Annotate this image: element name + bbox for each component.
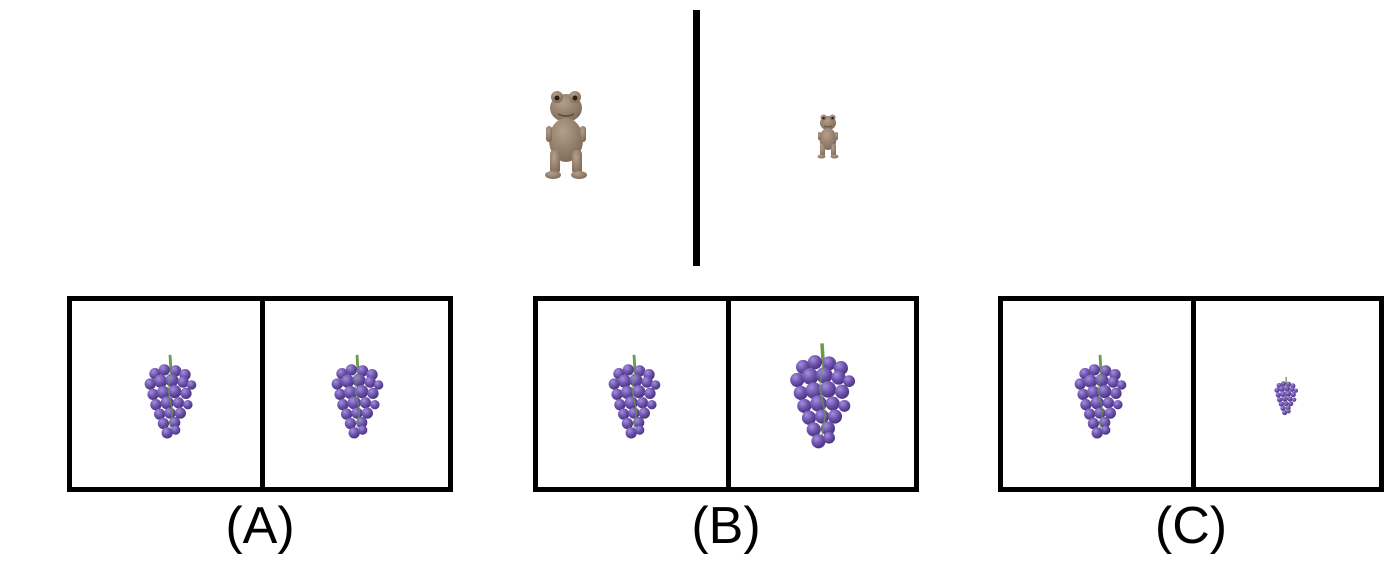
option-b-left-panel [538, 301, 726, 487]
option-a-divider [260, 301, 265, 487]
grapes-icon [786, 341, 858, 459]
grapes-icon [328, 353, 386, 447]
option-c-left-panel [1003, 301, 1191, 487]
option-a-right-panel [265, 301, 448, 487]
option-a-frame[interactable] [67, 296, 453, 492]
option-b-label: (B) [691, 497, 761, 555]
option-b-right-panel [731, 301, 914, 487]
option-c-right-panel [1196, 301, 1379, 487]
option-b-divider [726, 301, 731, 487]
option-c-divider [1191, 301, 1196, 487]
grapes-icon [1071, 353, 1129, 447]
option-c-frame[interactable] [998, 296, 1384, 492]
grapes-icon [1273, 376, 1299, 419]
reference-divider [693, 10, 700, 266]
option-a-label: (A) [225, 497, 295, 555]
dinosaur-icon [813, 113, 843, 159]
dinosaur-icon [536, 88, 596, 180]
option-a-left-panel [72, 301, 260, 487]
option-c-label: (C) [1154, 497, 1228, 555]
grapes-icon [141, 353, 199, 447]
reference-dinosaur-large [536, 88, 596, 180]
option-b-frame[interactable] [533, 296, 919, 492]
grapes-icon [605, 353, 663, 447]
reference-dinosaur-small [813, 113, 843, 159]
